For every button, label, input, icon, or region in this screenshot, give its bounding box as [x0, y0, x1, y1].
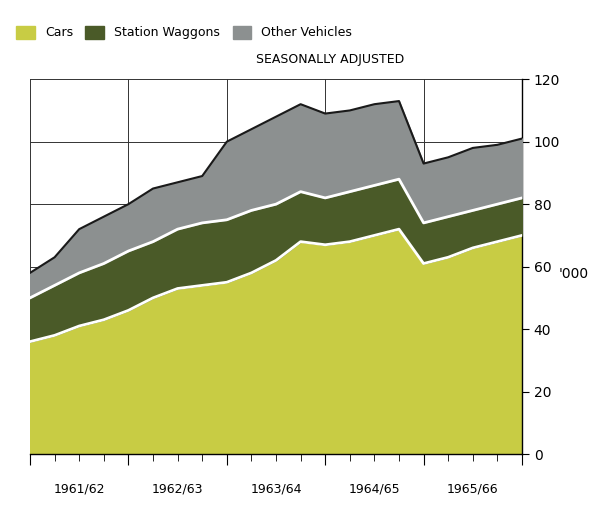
- Text: 1962/63: 1962/63: [152, 482, 203, 495]
- Text: SEASONALLY ADJUSTED: SEASONALLY ADJUSTED: [256, 53, 404, 66]
- Legend: Cars, Station Waggons, Other Vehicles: Cars, Station Waggons, Other Vehicles: [12, 22, 356, 43]
- Text: 1965/66: 1965/66: [447, 482, 499, 495]
- Text: 1963/64: 1963/64: [250, 482, 302, 495]
- Text: 1964/65: 1964/65: [349, 482, 400, 495]
- Text: 1961/62: 1961/62: [53, 482, 105, 495]
- Y-axis label: '000: '000: [559, 267, 589, 281]
